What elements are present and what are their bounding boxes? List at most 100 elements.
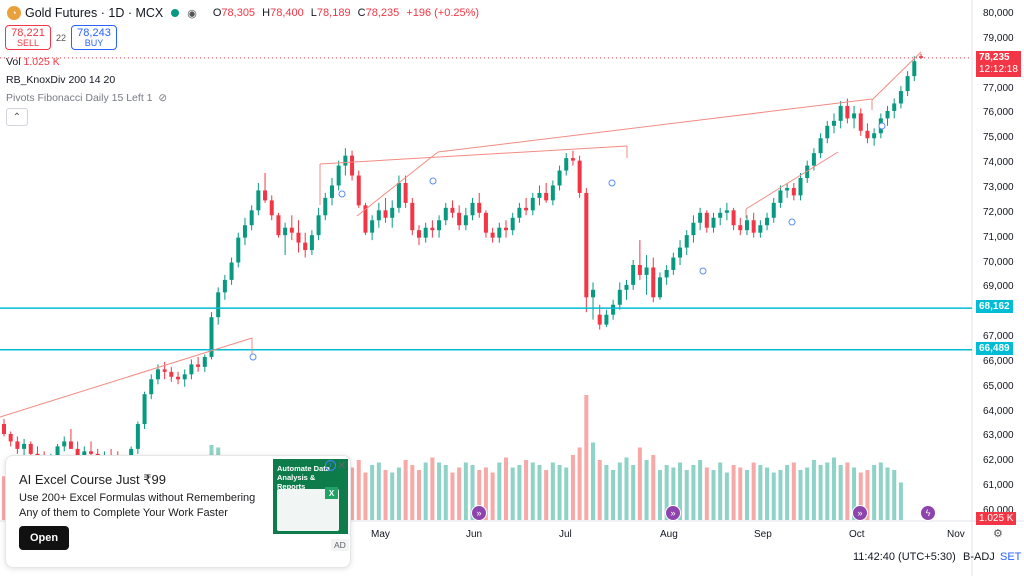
ad-open-button[interactable]: Open	[19, 526, 69, 550]
volume-bar	[557, 465, 562, 520]
price-tick-label: 80,000	[983, 8, 1014, 19]
ad-close-button[interactable]: ✕	[337, 460, 347, 472]
candle-body	[182, 374, 187, 380]
candle-body	[885, 110, 890, 119]
collapse-legend-button[interactable]: ⌃	[6, 108, 28, 126]
volume-bar	[684, 470, 689, 520]
divergence-trend-line	[356, 151, 439, 217]
volume-bar	[798, 470, 803, 520]
knoxdiv-indicator-legend[interactable]: RB_KnoxDiv 200 14 20	[6, 74, 116, 86]
pivot-marker	[338, 190, 346, 198]
price-tick-label: 76,000	[983, 107, 1014, 119]
volume-bar	[791, 462, 796, 520]
candle-body	[457, 212, 462, 226]
time-tick-label: May	[371, 529, 390, 540]
price-tick-label: 60,000	[983, 505, 1014, 516]
hidden-eye-icon[interactable]: ⊘	[158, 92, 168, 104]
time-tick-label: Oct	[849, 529, 865, 540]
candle-body	[597, 314, 602, 325]
candle-body	[176, 376, 181, 380]
candle-body	[845, 105, 850, 119]
divergence-trend-line	[437, 98, 873, 153]
volume-bar	[831, 457, 836, 520]
price-tick-label: 63,000	[983, 430, 1014, 442]
volume-bar	[564, 467, 569, 520]
divergence-trend-line	[745, 151, 839, 210]
candle-body	[624, 284, 629, 290]
volume-bar	[544, 470, 549, 520]
volume-bar	[805, 467, 810, 520]
volume-bar	[396, 467, 401, 520]
volume-bar	[785, 465, 790, 520]
candle-body	[329, 185, 334, 198]
candle-body	[818, 138, 823, 154]
candle-body	[236, 237, 241, 263]
candle-body	[577, 160, 582, 193]
volume-bar	[457, 467, 462, 520]
pivot-marker	[699, 267, 707, 275]
candle-body	[912, 61, 917, 77]
price-tick-label: 66,000	[983, 355, 1014, 367]
candle-body	[550, 185, 555, 201]
eye-icon[interactable]: ◉	[187, 7, 197, 20]
volume-bar	[577, 447, 582, 520]
candle-body	[1, 424, 7, 434]
candle-body	[503, 227, 509, 231]
clock-readout[interactable]: 11:42:40 (UTC+5:30)	[853, 551, 956, 563]
volume-indicator-legend[interactable]: Vol 1.025 K	[6, 56, 60, 68]
buy-button[interactable]: 78,243 BUY	[71, 25, 117, 50]
candle-body	[892, 103, 897, 111]
candle-body	[905, 76, 910, 92]
advertisement-panel[interactable]: AI Excel Course Just ₹99 Use 200+ Excel …	[5, 455, 351, 568]
event-icon[interactable]: »	[665, 505, 681, 521]
candle-body	[698, 212, 703, 223]
volume-bar	[838, 465, 843, 520]
volume-bar	[437, 462, 442, 520]
candle-body	[350, 155, 355, 176]
candle-body	[765, 217, 770, 226]
price-tick-label: 64,000	[983, 405, 1014, 417]
event-icon[interactable]: »	[852, 505, 868, 521]
pivot-marker	[429, 177, 437, 185]
candle-body	[196, 364, 201, 367]
settings-gear-icon[interactable]: ⚙	[993, 528, 1003, 540]
candle-body	[416, 230, 422, 238]
volume-bar	[624, 457, 629, 520]
time-tick-label: Jun	[466, 529, 483, 540]
ad-info-icon[interactable]: i	[325, 460, 336, 471]
lightning-event-icon[interactable]: ϟ	[920, 505, 936, 521]
ohlc-readout: O78,305 H78,400 L78,189 C78,235 +196 (+0…	[212, 7, 480, 19]
candle-body	[209, 317, 214, 357]
time-tick-label: Nov	[947, 529, 965, 540]
pivots-indicator-legend[interactable]: Pivots Fibonacci Daily 15 Left 1 ⊘	[6, 92, 168, 104]
settlement-button[interactable]: SET	[1000, 551, 1022, 563]
divergence-trend-line	[0, 337, 253, 418]
candle-body	[430, 227, 435, 231]
volume-bar	[423, 462, 428, 520]
volume-bar	[376, 462, 381, 520]
price-tick-label: 67,000	[983, 331, 1014, 343]
time-tick-label: Aug	[660, 529, 678, 540]
price-tick-label: 62,000	[983, 455, 1014, 467]
candle-body	[437, 220, 442, 231]
ad-thumbnail[interactable]: Automate Data Analysis & Reports X	[273, 459, 348, 534]
badj-button[interactable]: B-ADJ	[963, 551, 995, 563]
volume-bar	[878, 462, 883, 520]
volume-bar	[530, 462, 535, 520]
candle-body	[865, 130, 870, 139]
candle-body	[323, 197, 328, 216]
candle-body	[838, 105, 843, 121]
symbol-title[interactable]: Gold Futures · 1D · MCX	[25, 6, 164, 20]
volume-bar	[765, 467, 770, 520]
candle-body	[657, 277, 662, 298]
candle-body	[189, 364, 194, 375]
candle-body	[483, 212, 488, 233]
volume-bar	[698, 460, 703, 520]
event-icon[interactable]: »	[471, 505, 487, 521]
volume-bar	[430, 457, 435, 520]
candle-body	[671, 257, 676, 270]
sell-button[interactable]: 78,221 SELL	[5, 25, 51, 50]
candle-body	[356, 175, 361, 206]
volume-bar	[537, 465, 542, 520]
last-price-tag: 78,235 12:12:18	[976, 51, 1021, 77]
